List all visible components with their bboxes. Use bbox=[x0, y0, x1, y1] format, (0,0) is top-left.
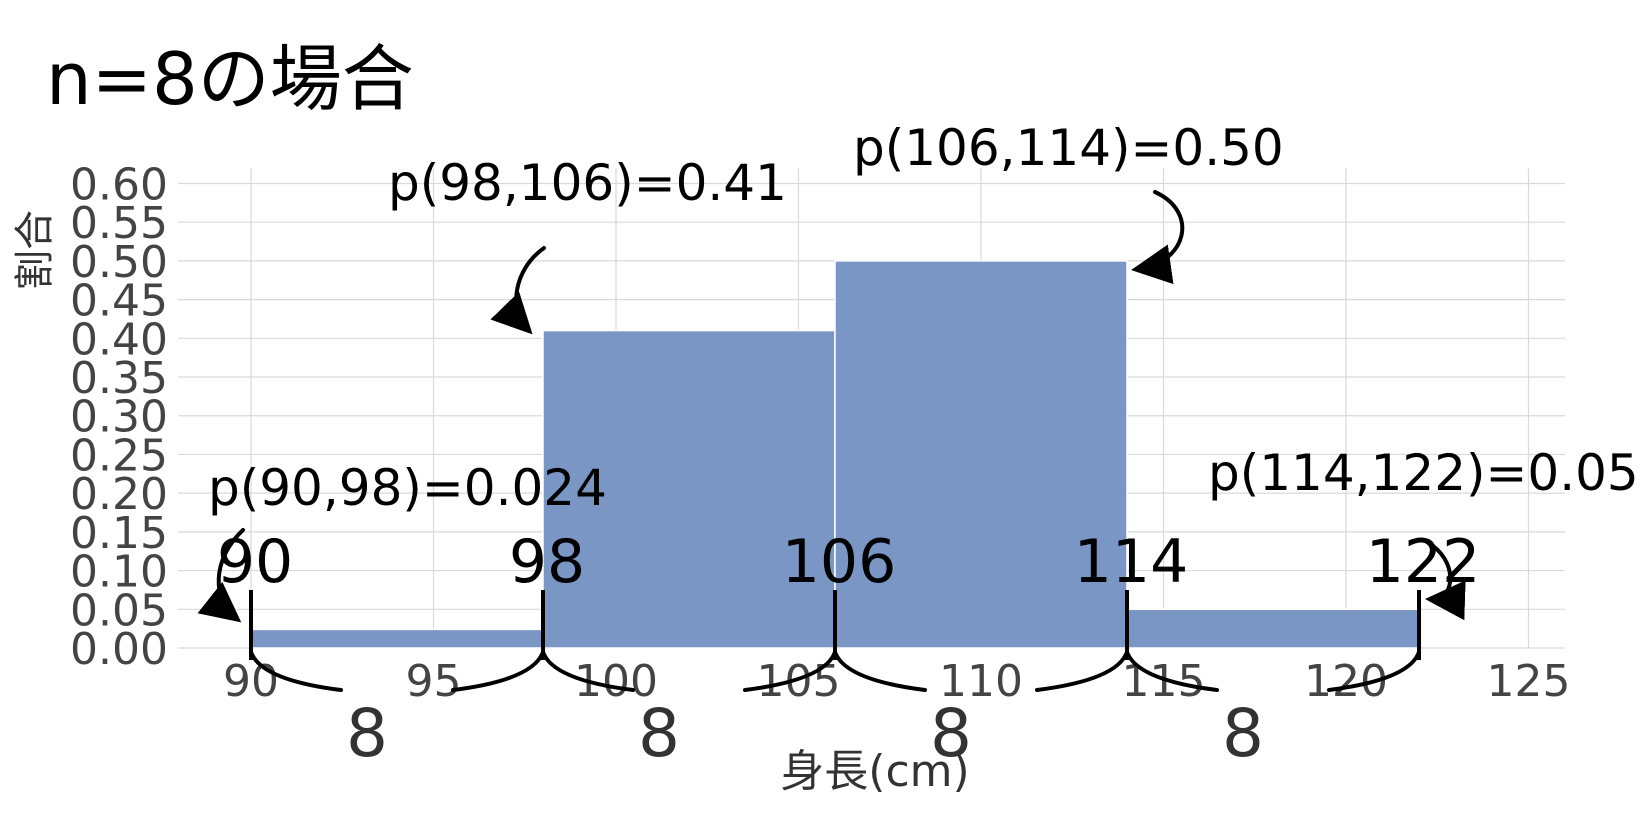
y-axis-label: 割合 bbox=[12, 210, 58, 290]
y-tick-label: 0.50 bbox=[70, 237, 168, 288]
bin-edge-label: 90 bbox=[217, 527, 293, 597]
bin-brace-right bbox=[743, 650, 837, 692]
annotation-arrow bbox=[1131, 190, 1185, 285]
y-tick-label: 0.55 bbox=[70, 198, 168, 249]
bin-width-braces: 8 8 8 8 bbox=[249, 650, 1421, 772]
probability-annotation: p(98,106)=0.41 bbox=[388, 154, 787, 212]
probability-annotation: p(90,98)=0.024 bbox=[208, 459, 607, 517]
x-tick-label: 110 bbox=[939, 656, 1023, 707]
bin-brace-right bbox=[1035, 650, 1129, 692]
x-tick-label: 95 bbox=[406, 656, 462, 707]
annotation-arrow bbox=[490, 246, 546, 335]
y-tick-label: 0.40 bbox=[70, 314, 168, 365]
probability-annotation: p(106,114)=0.50 bbox=[853, 119, 1284, 177]
probability-annotations: p(90,98)=0.024 p(98,106)=0.41 p(106,114)=0… bbox=[197, 119, 1639, 623]
bin-brace-left bbox=[249, 650, 343, 692]
bin-brace-right bbox=[451, 650, 545, 692]
y-tick-label: 0.35 bbox=[70, 353, 168, 404]
bin-edge-label: 106 bbox=[782, 527, 897, 597]
annotation-arrow bbox=[1425, 540, 1466, 621]
bin-width-label: 8 bbox=[930, 695, 972, 772]
y-tick-label: 0.30 bbox=[70, 392, 168, 443]
bin-brace-left bbox=[1125, 650, 1219, 692]
bin-edge-markers: 90 98 106 114 122 bbox=[217, 527, 1480, 660]
y-tick-label: 0.20 bbox=[70, 469, 168, 520]
y-tick-labels: 0.000.050.100.150.200.250.300.350.400.45… bbox=[70, 159, 168, 675]
annotation-arrow bbox=[197, 528, 245, 623]
y-tick-label: 0.45 bbox=[70, 276, 168, 327]
probability-annotation: p(114,122)=0.05 bbox=[1208, 444, 1639, 502]
bin-edge-label: 98 bbox=[509, 527, 585, 597]
bin-width-label: 8 bbox=[638, 695, 680, 772]
histogram-bar bbox=[834, 260, 1128, 649]
chart-title: n=8の場合 bbox=[46, 37, 414, 121]
bin-brace-right bbox=[1327, 650, 1421, 692]
histogram-bar bbox=[542, 329, 836, 649]
y-tick-label: 0.60 bbox=[70, 159, 168, 210]
y-tick-label: 0.05 bbox=[70, 585, 168, 636]
bin-edge-label: 122 bbox=[1366, 527, 1481, 597]
y-tick-label: 0.25 bbox=[70, 430, 168, 481]
bin-width-label: 8 bbox=[1222, 695, 1264, 772]
y-tick-label: 0.10 bbox=[70, 547, 168, 598]
x-tick-label: 125 bbox=[1487, 656, 1571, 707]
bin-edge-label: 114 bbox=[1074, 527, 1189, 597]
y-tick-label: 0.00 bbox=[70, 624, 168, 675]
bin-brace-left bbox=[541, 650, 635, 692]
histogram-bar bbox=[1126, 608, 1420, 649]
y-tick-label: 0.15 bbox=[70, 508, 168, 559]
x-tick-label: 90 bbox=[223, 656, 279, 707]
bin-width-label: 8 bbox=[346, 695, 388, 772]
bin-brace-left bbox=[833, 650, 927, 692]
x-axis-label: 身長(cm) bbox=[780, 746, 969, 797]
histogram-bar bbox=[250, 628, 544, 649]
